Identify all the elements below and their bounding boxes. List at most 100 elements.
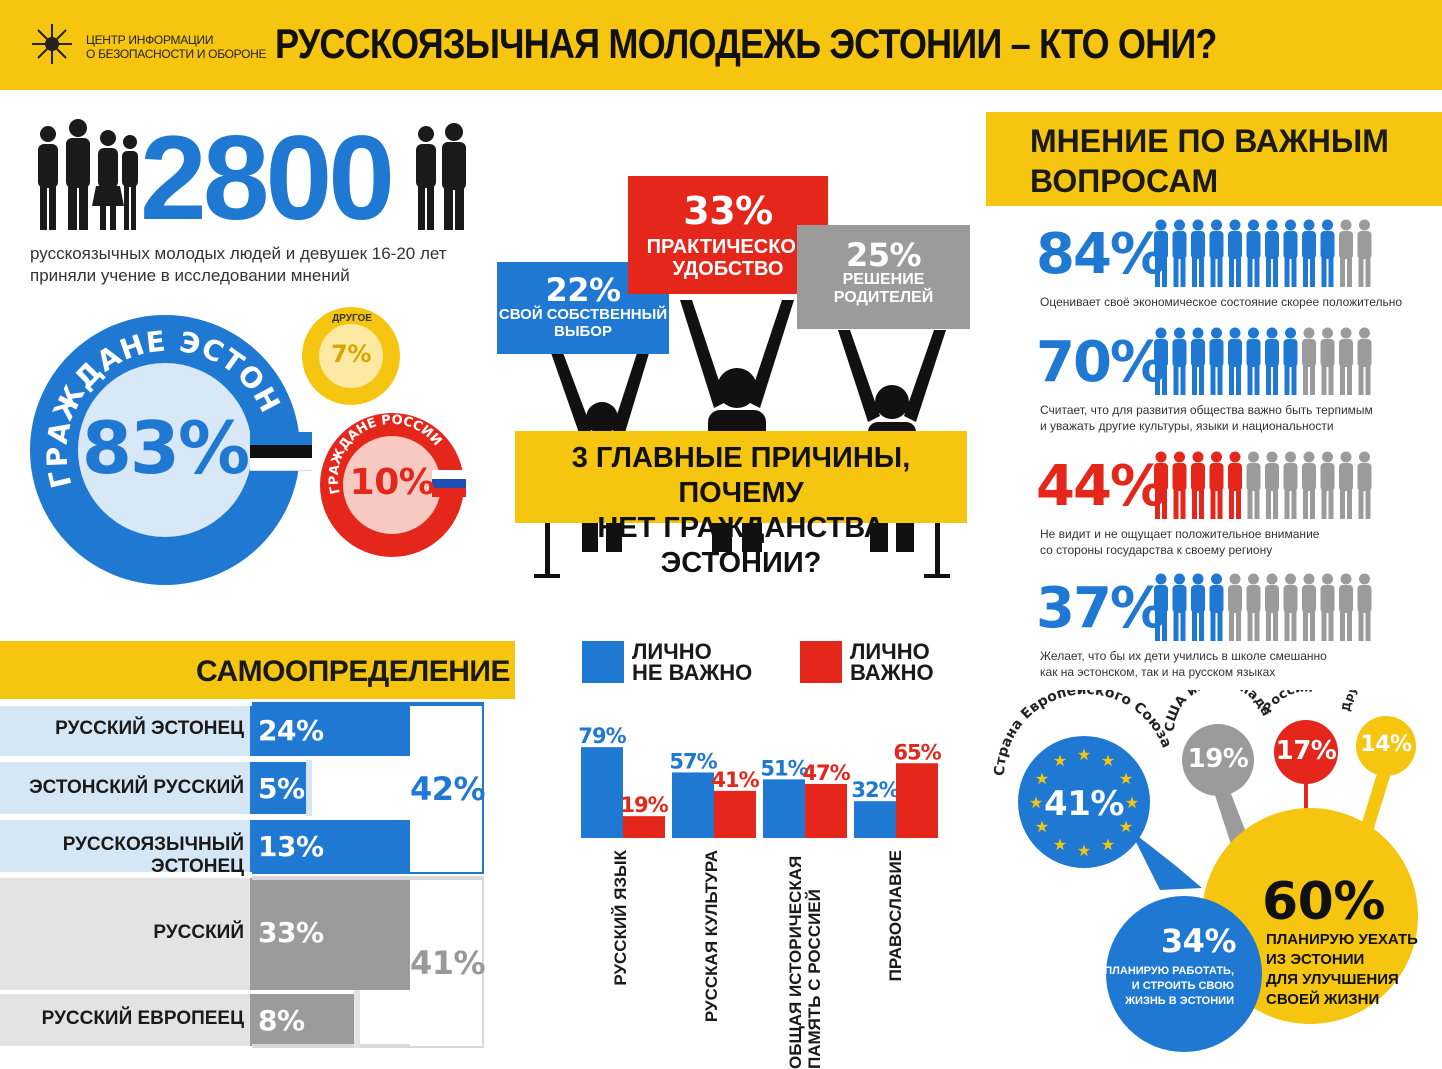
opinions-title-line: МНЕНИЕ ПО ВАЖНЫМ: [1030, 123, 1389, 159]
category-label: ОБЩАЯ ИСТОРИЧЕСКАЯ ПАМЯТЬ С РОССИЕЙ: [786, 850, 824, 1069]
person-icon: [1302, 573, 1316, 641]
person-icon: [1283, 451, 1298, 519]
reason-value: 25%: [845, 236, 922, 274]
opinion-description-line: со стороны государства к своему региону: [1040, 543, 1273, 557]
russia-dest-circle: [1274, 720, 1338, 784]
reason-value: 33%: [683, 189, 773, 233]
estonia-citizens-arc-label: ГРАЖДАНЕ ЭСТОНИИ: [30, 315, 286, 491]
russia-citizens-arc-label: ГРАЖДАНЕ РОССИИ: [327, 413, 445, 495]
people-icons: [1154, 573, 1372, 641]
legend-important-swatch: [800, 641, 842, 683]
self-bar: [250, 820, 410, 872]
bar-value-label: 41%: [711, 768, 759, 792]
bar-value-label: 32%: [851, 778, 899, 802]
person-icon: [1191, 327, 1205, 395]
other-citizens-value: 7%: [331, 340, 371, 368]
svg-text:★: ★: [1119, 817, 1133, 836]
svg-text:★: ★: [1035, 769, 1049, 788]
person-icon: [1357, 451, 1372, 519]
person-icon: [1320, 219, 1335, 287]
person-icon: [1283, 219, 1298, 287]
self-row-bg: [0, 820, 252, 872]
header-bar: [0, 0, 1442, 90]
eu-stars-icon: ★ ★★★ ★★★★ ★★★★: [1029, 745, 1139, 860]
other-citizens-label: ДРУГОЕ: [332, 313, 372, 324]
org-name: ЦЕНТР ИНФОРМАЦИИ О БЕЗОПАСНОСТИ И ОБОРОН…: [86, 33, 267, 61]
self-row-value: 13%: [258, 830, 324, 863]
person-icon: [1154, 573, 1168, 641]
leave-desc-line: ИЗ ЭСТОНИИ: [1266, 951, 1365, 968]
svg-text:★: ★: [1035, 817, 1049, 836]
legend-line: НЕ ВАЖНО: [632, 660, 753, 685]
sample-description-line: приняли учение в исследовании мнений: [30, 266, 350, 285]
usa-circle: [1182, 724, 1254, 796]
person-icon: [1228, 573, 1242, 641]
legend-not-important-swatch: [582, 641, 624, 683]
self-sum-grey: 41%: [410, 880, 486, 1046]
person-icon: [1283, 327, 1298, 395]
estonian-flag-stripe-black: [250, 445, 312, 458]
eu-circle: [1018, 736, 1150, 868]
self-row-label: РУССКОЯЗЫЧНЫЙ ЭСТОНЕЦ: [62, 834, 244, 877]
svg-text:★: ★: [1101, 751, 1115, 770]
person-icon: [1172, 451, 1187, 519]
people-icons: [1154, 451, 1372, 519]
bar-important: [623, 816, 665, 838]
other-dest-value: 14%: [1360, 732, 1412, 757]
person-icon: [1302, 327, 1316, 395]
self-bar: [250, 878, 410, 990]
person-icon: [1357, 573, 1372, 641]
legend-line: ВАЖНО: [850, 660, 934, 685]
person-icon: [1320, 327, 1335, 395]
opinions-header: [986, 112, 1442, 206]
person-icon: [1265, 451, 1279, 519]
legend-important: ЛИЧНО ВАЖНО: [850, 641, 934, 685]
person-icon: [1154, 451, 1168, 519]
svg-text:★: ★: [1029, 793, 1043, 812]
stay-desc: ПЛАНИРУЮ РАБОТАТЬ, И СТРОИТЬ СВОЮ ЖИЗНЬ …: [1100, 964, 1234, 1009]
category-label-line: ОБЩАЯ ИСТОРИЧЕСКАЯ: [786, 855, 805, 1069]
person-icon: [1339, 573, 1353, 641]
person-icon: [1357, 219, 1372, 287]
eu-value: 41%: [1044, 784, 1124, 824]
person-icon: [1209, 573, 1224, 641]
svg-text:★: ★: [1101, 835, 1115, 854]
russia-dest-value: 17%: [1275, 736, 1337, 766]
reason-label: УДОБСТВО: [672, 258, 784, 280]
person-icon: [1265, 573, 1279, 641]
person-icon: [1339, 219, 1353, 287]
person-icon: [1154, 219, 1168, 287]
category-label-line: ПАМЯТЬ С РОССИЕЙ: [805, 889, 824, 1069]
reason-label: ВЫБОР: [554, 323, 612, 340]
estonian-flag-stripe-blue: [250, 432, 312, 445]
svg-text:Россия: Россия: [1260, 690, 1313, 716]
person-icon: [1246, 219, 1261, 287]
people-icons: [1154, 327, 1372, 395]
opinion-description-line: Считает, что для развития общества важно…: [1040, 403, 1373, 417]
reason-label: СВОЙ СОБСТВЕННЫЙ: [498, 306, 668, 323]
self-bar-gap: [354, 990, 360, 1048]
self-bar: [250, 762, 306, 814]
self-row-bg: [0, 706, 252, 756]
reason-label: РОДИТЕЛЕЙ: [833, 289, 934, 306]
reasons-title: 3 ГЛАВНЫЕ ПРИЧИНЫ, ПОЧЕМУ НЕТ ГРАЖДАНСТВ…: [515, 441, 967, 581]
svg-text:★: ★: [1053, 835, 1067, 854]
stay-desc-line: ПЛАНИРУЮ РАБОТАТЬ,: [1104, 965, 1234, 977]
bar-not-important: [581, 747, 623, 838]
emigration-graphic: ★ ★★★ ★★★★ ★★★★ Страна Европейского Союза…: [992, 690, 1424, 1052]
opinion-description-line: Желает, что бы их дети учились в школе с…: [1040, 649, 1327, 663]
person-icon: [1172, 327, 1187, 395]
person-icon: [1228, 451, 1242, 519]
stay-circle: [1106, 896, 1262, 1052]
bar-important: [805, 783, 847, 838]
self-sum-blue: 42%: [410, 706, 486, 872]
russian-flag-stripe-red: [432, 488, 466, 497]
legend-not-important: ЛИЧНО НЕ ВАЖНО: [632, 641, 753, 685]
other-dest-circle: [1356, 716, 1416, 776]
sample-description: русскоязычных молодых людей и девушек 16…: [30, 243, 500, 287]
person-icon: [1302, 219, 1316, 287]
person-icon: [1265, 327, 1279, 395]
org-name-line: ЦЕНТР ИНФОРМАЦИИ: [86, 33, 214, 47]
person-icon: [1320, 573, 1335, 641]
svg-text:★: ★: [1077, 841, 1091, 860]
